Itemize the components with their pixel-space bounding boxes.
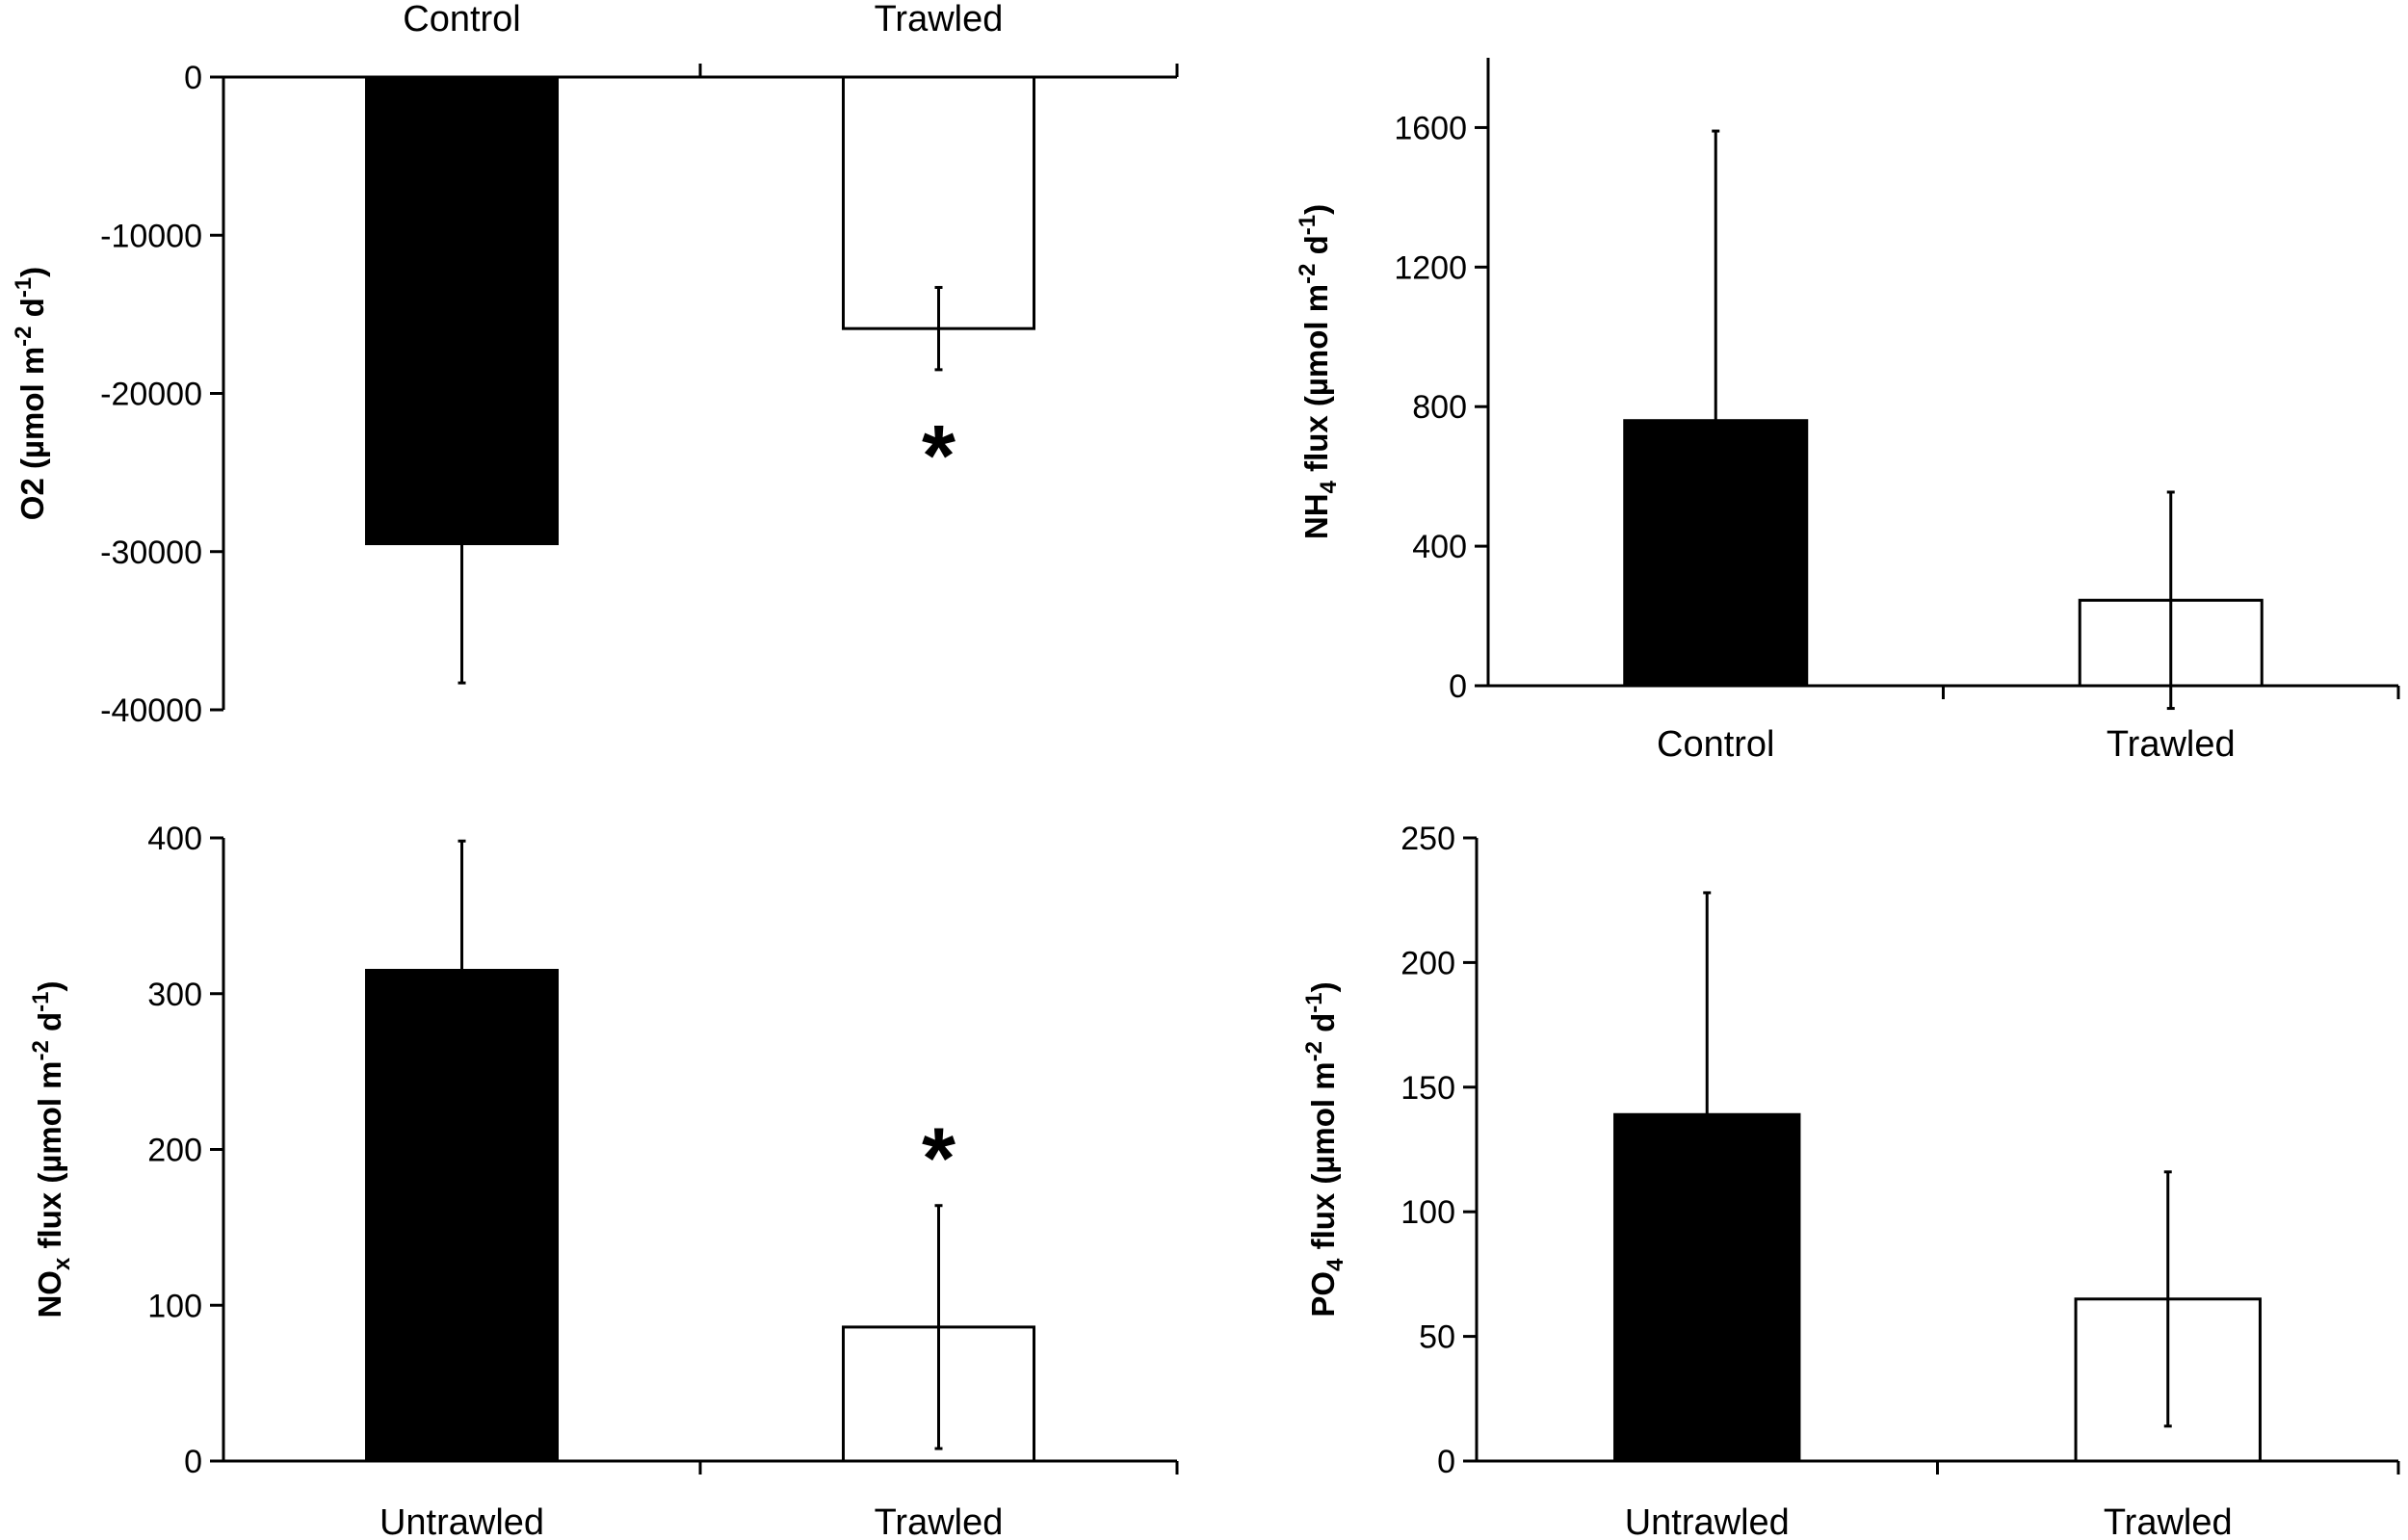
y-tick-label: 0 <box>184 1444 202 1480</box>
y-axis-label-part: PO <box>1305 1271 1341 1318</box>
y-axis-label: O2 (µmol m-2 d-1) <box>11 267 50 520</box>
y-tick-label: 1200 <box>1394 249 1467 286</box>
y-tick-label: 0 <box>184 60 202 96</box>
y-axis-label-part: 4 <box>1316 480 1342 493</box>
y-tick-label: -30000 <box>100 535 202 571</box>
y-tick-label: 250 <box>1400 821 1455 857</box>
chart-panel-top-left: 0 -10000 -20000 -30000 -40000 Control Trawled *… <box>11 0 1179 729</box>
category-label: Trawled <box>875 0 1004 39</box>
y-axis-label-part: -1 <box>1295 215 1321 235</box>
y-tick-label: 0 <box>1437 1444 1455 1480</box>
y-axis-label-part: ) <box>1305 981 1341 992</box>
y-axis-label-part: -1 <box>28 991 54 1011</box>
category-label: Untrawled <box>380 1502 544 1540</box>
category-label: Trawled <box>2104 1502 2233 1540</box>
category-label: Control <box>1657 724 1775 765</box>
bar-untrawled <box>1613 1112 1801 1463</box>
y-axis-label-part: -2 <box>28 1040 54 1060</box>
chart-panel-bottom-left: 0 100 200 300 400 Untrawled Trawled * NOx flux (… <box>28 821 1179 1540</box>
y-axis-label-part: ) <box>1298 204 1334 215</box>
y-tick-label: -20000 <box>100 377 202 413</box>
y-tick-label: 100 <box>147 1288 202 1324</box>
y-axis-label-part: NH <box>1298 493 1334 539</box>
category-label: Control <box>403 0 521 39</box>
y-axis-label-part: -1 <box>11 277 37 298</box>
y-axis-label-part: NO <box>32 1270 67 1318</box>
y-tick-label: 800 <box>1412 389 1467 426</box>
y-axis-label-part: x <box>49 1257 75 1270</box>
y-tick-label: 100 <box>1400 1194 1455 1231</box>
y-tick-label: 400 <box>147 821 202 857</box>
y-axis-label-part: d <box>1305 1013 1341 1041</box>
y-axis-label-part: d <box>14 298 50 326</box>
category-label: Trawled <box>875 1502 1004 1540</box>
y-axis-label-part: -2 <box>1301 1041 1327 1061</box>
y-tick-label: -10000 <box>100 218 202 254</box>
bar-untrawled <box>365 968 559 1463</box>
y-axis-label-part: flux (µmol m <box>32 1060 67 1257</box>
y-axis-label-part: d <box>32 1012 67 1040</box>
category-label: Untrawled <box>1625 1502 1790 1540</box>
chart-panel-bottom-right: 0 50 100 150 200 250 Untrawled Trawled PO4 flux … <box>1301 821 2400 1540</box>
y-tick-label: 1600 <box>1394 110 1467 146</box>
y-axis-label-part: -1 <box>1301 992 1327 1012</box>
y-axis-label-part: ) <box>14 267 50 277</box>
significance-asterisk: * <box>922 1111 955 1208</box>
chart-panel-top-right: 0 400 800 1200 1600 Control Trawled NH4 flux (µ… <box>1295 58 2400 765</box>
y-tick-label: 150 <box>1400 1070 1455 1107</box>
y-tick-label: 300 <box>147 977 202 1013</box>
y-axis-label: PO4 flux (µmol m-2 d-1) <box>1301 981 1348 1317</box>
bar-control <box>1623 419 1809 688</box>
y-tick-label: -40000 <box>100 692 202 729</box>
y-axis-label-part: -2 <box>11 326 37 346</box>
y-tick-label: 400 <box>1412 529 1467 565</box>
significance-asterisk: * <box>922 408 955 505</box>
y-axis-label-part: 4 <box>1322 1258 1348 1271</box>
bar-control <box>365 75 559 546</box>
y-tick-label: 50 <box>1419 1319 1455 1356</box>
y-tick-label: 200 <box>147 1133 202 1169</box>
y-axis-label-part: d <box>1298 235 1334 263</box>
y-axis-label-part: flux (µmol m <box>1298 284 1334 481</box>
y-axis-label-part: O2 (µmol m <box>14 347 50 520</box>
y-tick-label: 0 <box>1449 668 1467 705</box>
y-axis-label: NH4 flux (µmol m-2 d-1) <box>1295 204 1342 539</box>
y-axis-label-part: flux (µmol m <box>1305 1061 1341 1258</box>
y-axis-label-part: ) <box>32 980 67 991</box>
y-axis-label-part: -2 <box>1295 264 1321 284</box>
category-label: Trawled <box>2107 724 2236 765</box>
y-tick-label: 200 <box>1400 945 1455 981</box>
y-axis-label: NOx flux (µmol m-2 d-1) <box>28 980 75 1318</box>
